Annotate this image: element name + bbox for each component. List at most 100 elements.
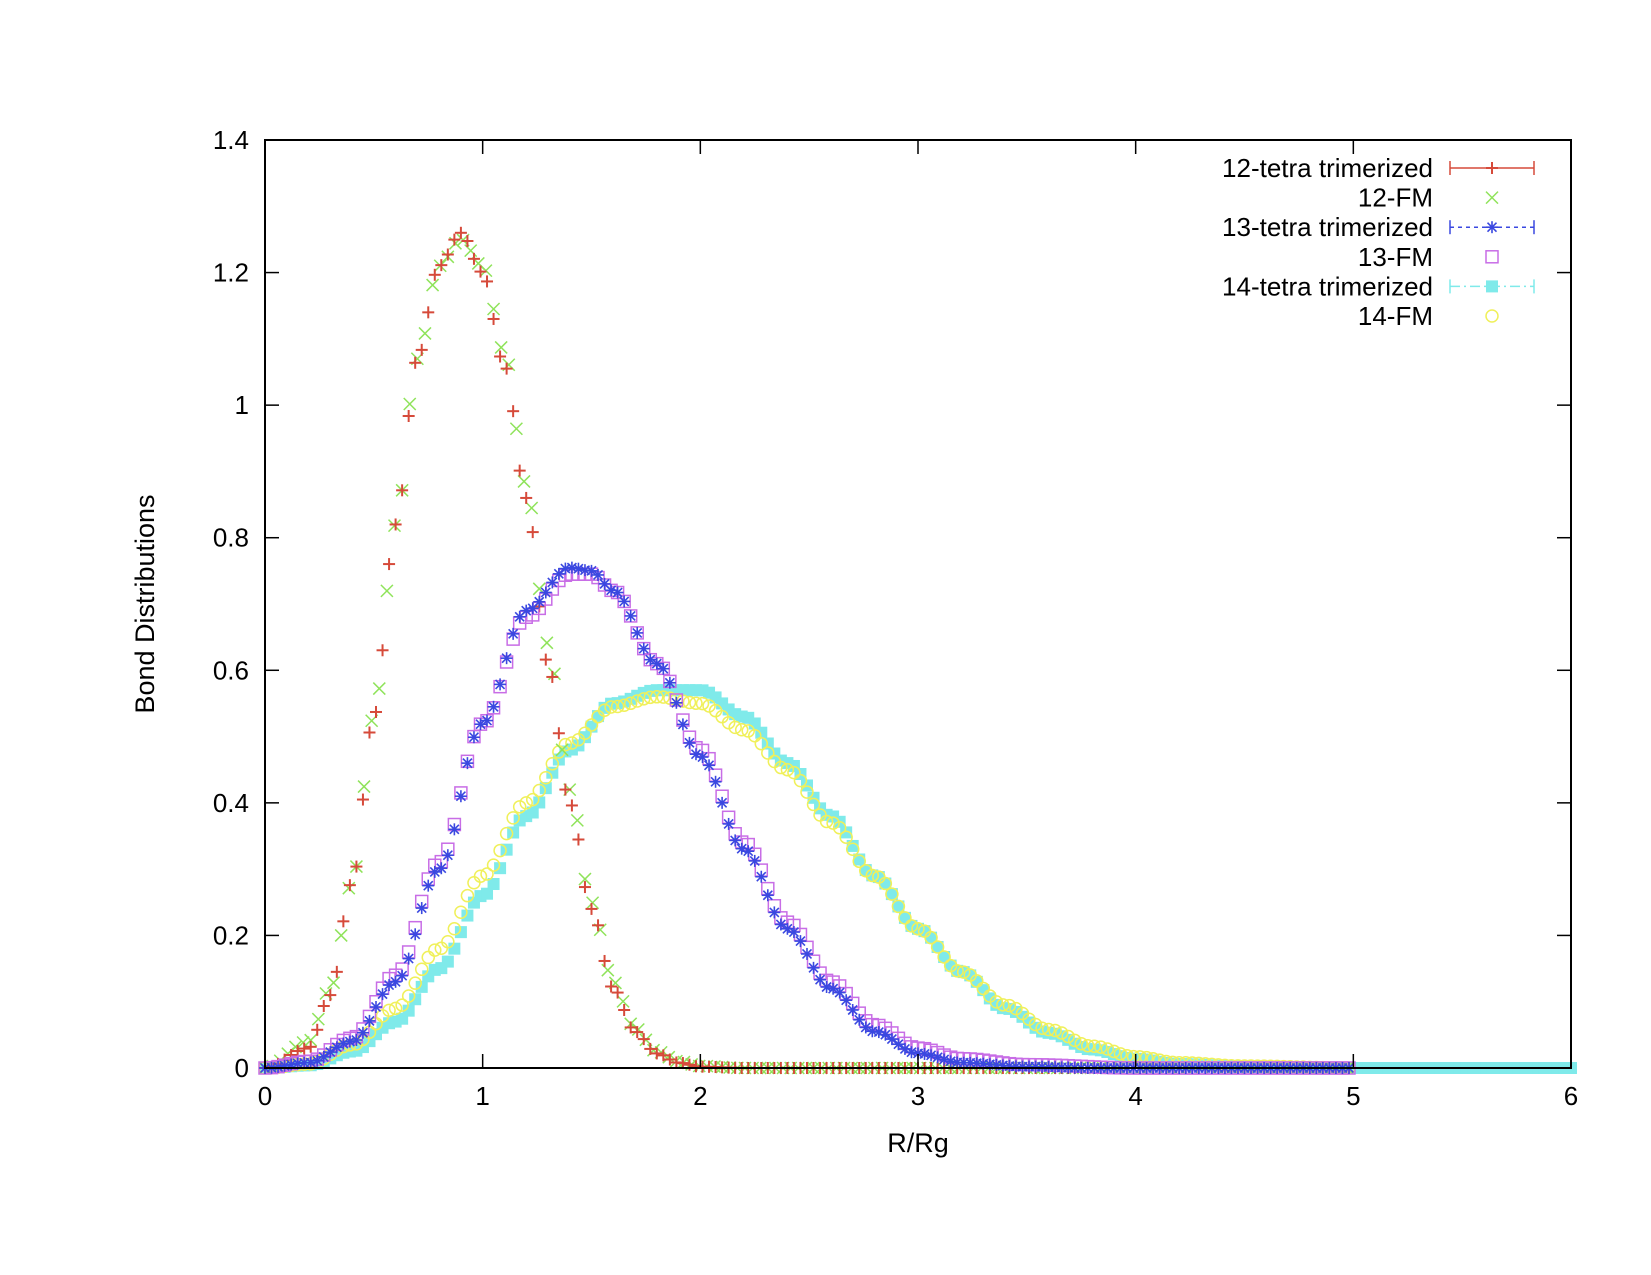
data-point [454,905,468,919]
data-point [327,976,341,990]
data-point [840,826,853,839]
data-point [363,726,376,739]
data-point [604,700,618,714]
data-point [540,636,554,650]
data-point [460,888,475,903]
y-tick-label: 0.2 [213,920,249,950]
data-point [925,931,938,944]
x-tick-label: 3 [911,1081,925,1111]
legend-label: 14-FM [1358,301,1433,331]
y-tick-label: 0.4 [213,788,249,818]
data-point [441,934,455,949]
data-point [891,899,906,914]
data-point [520,491,533,504]
data-point [1067,1033,1082,1048]
data-point [703,759,716,772]
data-point [526,806,539,819]
data-point [572,833,585,846]
data-point [311,1054,324,1067]
x-tick-label: 1 [475,1081,489,1111]
x-tick-label: 5 [1346,1081,1360,1111]
data-point [852,854,866,869]
legend-label: 14-tetra trimerized [1222,271,1433,301]
data-point [616,994,630,1008]
data-point [768,906,781,919]
data-point [304,1033,318,1047]
series-5 [259,684,1577,1074]
data-point [623,696,638,711]
data-point [402,952,415,965]
legend-marker [1486,162,1498,174]
data-point [585,564,598,577]
data-point [624,609,637,622]
data-point [426,278,440,292]
data-point [330,965,343,978]
data-point [806,797,821,812]
legend-item: 14-FM [1358,301,1499,331]
data-point [617,698,631,713]
data-point [584,718,599,732]
data-point [370,1000,383,1013]
data-point [434,941,449,955]
data-point [552,567,565,580]
data-point [1113,1047,1128,1061]
data-point [618,595,631,608]
data-point [448,233,461,246]
data-point [395,998,409,1012]
y-tick-label: 0.8 [213,523,249,553]
legend-item: 12-tetra trimerized [1222,153,1535,183]
data-point [428,943,442,957]
data-point [644,1042,657,1055]
data-point [696,751,709,764]
data-point [415,343,428,356]
legend-marker [1486,221,1498,234]
data-point [845,842,860,857]
data-point [793,773,808,788]
data-point [840,994,853,1007]
data-point [558,737,573,752]
data-point [559,783,572,796]
data-point [565,736,579,750]
data-point [695,696,710,711]
data-point [1061,1029,1075,1044]
data-point [396,969,409,982]
data-point [546,670,559,683]
data-point [618,1004,631,1016]
data-point [592,568,605,581]
data-point [461,909,474,922]
data-point [637,642,650,655]
legend-label: 13-tetra trimerized [1222,212,1433,242]
data-point [657,662,670,675]
data-point [467,731,480,744]
data-point [422,879,435,892]
data-point [401,989,416,1003]
data-point [924,930,938,945]
legend-label: 13-FM [1358,242,1433,272]
legend-item: 13-tetra trimerized [1222,212,1535,242]
data-point [422,306,435,319]
y-tick-label: 1 [235,390,249,420]
data-point [774,760,788,775]
legend-marker [1486,280,1498,293]
data-point [481,887,494,900]
legend-item: 13-FM [1358,242,1499,272]
data-point [996,998,1010,1012]
data-point [388,1001,403,1016]
data-point [487,878,500,891]
data-point [317,1050,330,1063]
data-point [637,1033,650,1046]
data-point [605,980,618,993]
data-point [461,757,474,770]
data-point [525,792,540,807]
legend-marker [1485,309,1499,323]
data-point [631,1022,645,1037]
data-point [532,783,547,798]
data-point [597,703,612,717]
data-point [311,1012,325,1026]
data-point [547,667,562,681]
data-point [447,922,462,936]
data-point [885,887,899,901]
data-point [570,813,584,827]
legend-item: 12-FM [1358,183,1499,213]
